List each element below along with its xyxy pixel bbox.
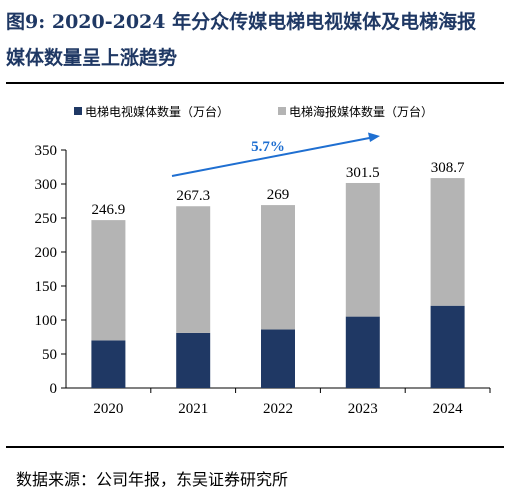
bar-poster-2023 [345,182,380,317]
total-label-2024: 308.7 [431,160,465,176]
bar-tv-2020 [91,340,126,388]
total-label-2020: 246.9 [92,202,126,218]
y-tick-label: 350 [35,143,58,159]
y-tick-label: 50 [42,347,57,363]
x-tick-label-2024: 2024 [433,401,464,417]
legend-swatch-1 [74,107,82,115]
chart-title-line2: 媒体数量呈上涨趋势 [6,47,178,69]
bar-tv-2024 [430,305,465,388]
bar-poster-2022 [261,205,295,330]
y-tick-label: 250 [35,211,58,227]
total-label-2021: 267.3 [176,188,210,204]
x-tick-label-2020: 2020 [93,401,123,417]
y-tick-label: 300 [35,177,58,193]
legend-swatch-2 [278,107,286,115]
y-tick-label: 0 [50,381,58,397]
x-tick-label-2023: 2023 [348,401,378,417]
total-label-2023: 301.5 [346,165,380,181]
x-tick-label-2021: 2021 [178,401,208,417]
legend-label-2: 电梯海报媒体数量（万台） [289,104,433,119]
growth-arrow-head [368,132,380,142]
legend-label-1: 电梯电视媒体数量（万台） [85,104,229,119]
bar-tv-2021 [176,332,211,388]
bar-poster-2020 [91,220,126,341]
y-tick-label: 200 [35,245,58,261]
growth-rate-label: 5.7% [251,139,285,155]
x-tick-label-2022: 2022 [263,401,293,417]
bar-poster-2024 [430,178,465,306]
chart-title: 图9: 2020-2024 年分众传媒电梯电视媒体及电梯海报 媒体数量呈上涨趋势 [6,4,504,76]
top-rule [6,82,504,84]
chart-title-line1: 图9: 2020-2024 年分众传媒电梯电视媒体及电梯海报 [6,11,477,33]
bar-tv-2023 [345,316,380,388]
y-tick-label: 100 [35,313,58,329]
bottom-rule [6,446,504,448]
bar-poster-2021 [176,206,211,333]
chart-area: 电梯电视媒体数量（万台） 电梯海报媒体数量（万台） 0 50 100 150 200 250 3… [35,104,491,417]
growth-arrow-line [171,136,373,177]
source-note: 数据来源：公司年报，东吴证券研究所 [16,470,289,489]
bar-tv-2022 [261,329,295,388]
y-tick-label: 150 [35,279,58,295]
total-label-2022: 269 [267,187,290,203]
